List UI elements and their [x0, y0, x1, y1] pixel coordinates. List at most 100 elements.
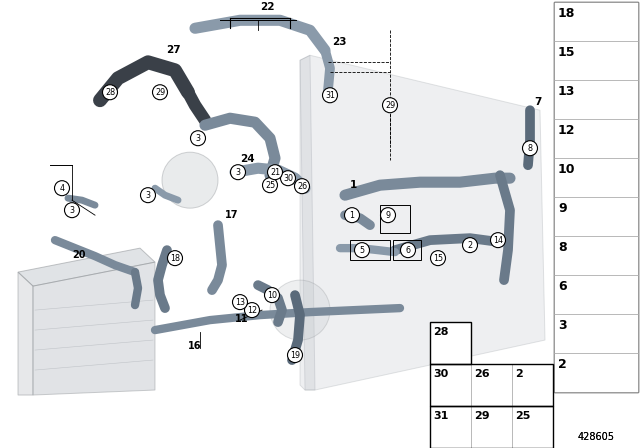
Bar: [512, 364, 553, 406]
Circle shape: [244, 302, 259, 318]
Text: 9: 9: [558, 202, 566, 215]
Bar: [430, 364, 471, 406]
Text: 2: 2: [467, 241, 472, 250]
Text: 8: 8: [558, 241, 566, 254]
Text: 2: 2: [515, 369, 523, 379]
Circle shape: [381, 208, 396, 223]
Text: 6: 6: [406, 246, 410, 254]
Circle shape: [270, 280, 330, 340]
Text: 4: 4: [60, 184, 65, 193]
Text: 15: 15: [558, 46, 575, 59]
Bar: [430, 406, 553, 448]
Bar: [430, 364, 553, 406]
Bar: [380, 205, 410, 233]
Circle shape: [294, 179, 310, 194]
Text: 18: 18: [558, 7, 575, 20]
Circle shape: [191, 131, 205, 146]
Text: 31: 31: [433, 411, 449, 421]
Text: 21: 21: [270, 168, 280, 177]
Bar: [554, 2, 638, 41]
Circle shape: [141, 188, 156, 202]
Text: 13: 13: [558, 85, 575, 98]
Text: 10: 10: [558, 163, 575, 176]
Text: 7: 7: [534, 97, 541, 107]
Polygon shape: [33, 262, 155, 395]
Bar: [554, 314, 638, 353]
Text: 11: 11: [235, 314, 248, 324]
Bar: [554, 80, 638, 119]
Circle shape: [490, 233, 506, 248]
Bar: [554, 353, 638, 392]
Text: 24: 24: [240, 154, 255, 164]
Text: 3: 3: [236, 168, 241, 177]
Circle shape: [168, 250, 182, 266]
Text: 29: 29: [474, 411, 490, 421]
Text: 12: 12: [247, 306, 257, 314]
Circle shape: [431, 250, 445, 266]
Text: 15: 15: [433, 254, 443, 263]
Bar: [554, 158, 638, 197]
Text: 3: 3: [195, 134, 200, 143]
Circle shape: [323, 88, 337, 103]
Circle shape: [152, 85, 168, 100]
Circle shape: [268, 165, 282, 180]
Bar: [512, 406, 553, 448]
Circle shape: [287, 348, 303, 362]
Bar: [393, 240, 421, 260]
Text: 26: 26: [474, 369, 490, 379]
Text: 22: 22: [260, 2, 275, 12]
Text: 26: 26: [297, 182, 307, 191]
Circle shape: [522, 141, 538, 156]
Text: 1: 1: [350, 180, 357, 190]
Bar: [430, 322, 471, 364]
Text: 10: 10: [267, 291, 277, 300]
Text: 19: 19: [290, 351, 300, 360]
Text: 2: 2: [558, 358, 567, 371]
Circle shape: [280, 171, 296, 185]
Bar: [430, 406, 471, 448]
Circle shape: [383, 98, 397, 113]
Text: 5: 5: [360, 246, 365, 254]
Circle shape: [401, 243, 415, 258]
Polygon shape: [18, 272, 33, 395]
Text: 30: 30: [433, 369, 448, 379]
Polygon shape: [300, 55, 545, 390]
Text: 1: 1: [349, 211, 355, 220]
Text: 31: 31: [325, 91, 335, 100]
Text: 18: 18: [170, 254, 180, 263]
Bar: [471, 364, 512, 406]
Text: 17: 17: [225, 210, 239, 220]
Bar: [554, 275, 638, 314]
Text: 3: 3: [145, 191, 150, 200]
Circle shape: [162, 152, 218, 208]
Text: 29: 29: [385, 101, 395, 110]
Circle shape: [344, 208, 360, 223]
Bar: [471, 406, 512, 448]
Polygon shape: [18, 248, 155, 286]
Bar: [554, 41, 638, 80]
Circle shape: [355, 243, 369, 258]
Circle shape: [264, 288, 280, 302]
Text: 27: 27: [166, 45, 180, 55]
Text: 25: 25: [515, 411, 531, 421]
Text: 23: 23: [332, 37, 346, 47]
Text: 28: 28: [105, 88, 115, 97]
Circle shape: [232, 295, 248, 310]
Polygon shape: [300, 55, 315, 390]
Text: 20: 20: [72, 250, 86, 260]
Text: 30: 30: [283, 174, 293, 183]
Text: 428605: 428605: [577, 432, 614, 442]
Circle shape: [102, 85, 118, 100]
Bar: [430, 322, 471, 364]
Circle shape: [65, 202, 79, 218]
Text: 14: 14: [493, 236, 503, 245]
Bar: [554, 197, 638, 236]
Circle shape: [54, 181, 70, 196]
Text: 16: 16: [188, 341, 202, 351]
Text: 13: 13: [235, 297, 245, 306]
Text: 3: 3: [70, 206, 74, 215]
Text: 8: 8: [527, 144, 532, 153]
Text: 12: 12: [558, 124, 575, 137]
Circle shape: [262, 178, 278, 193]
Text: 9: 9: [385, 211, 390, 220]
